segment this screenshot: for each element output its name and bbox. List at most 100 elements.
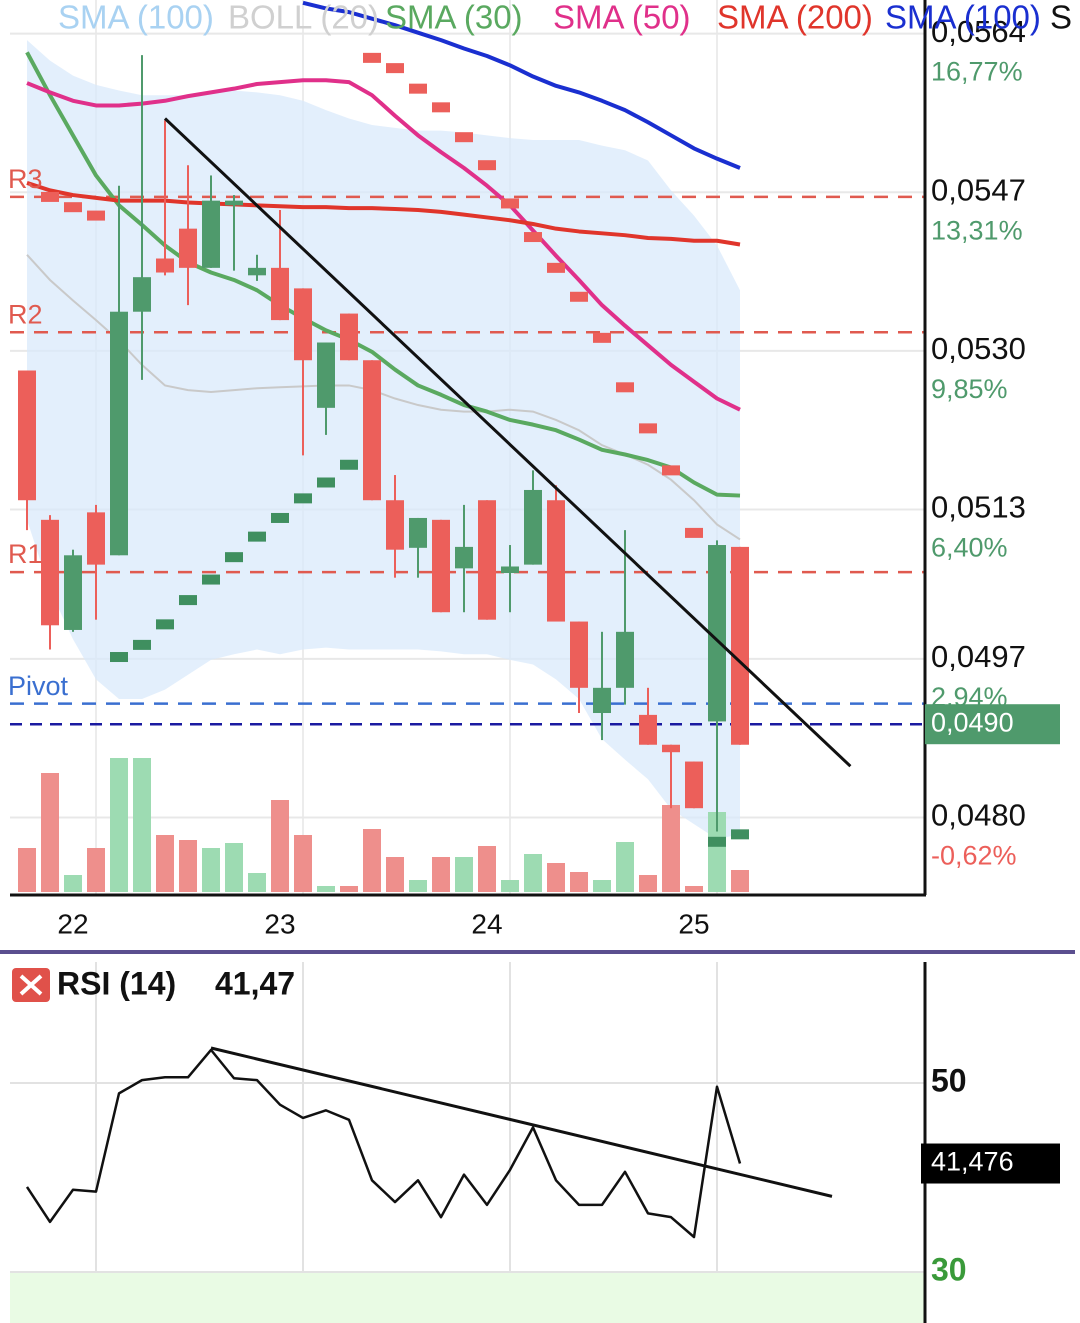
volume-bar — [547, 863, 565, 892]
pivot-label: R1 — [8, 539, 43, 569]
y-tick-label: 50 — [931, 1062, 967, 1098]
y-tick-label: 0,0564 — [931, 14, 1026, 49]
volume-bar — [455, 857, 473, 892]
sar-dot — [455, 132, 473, 143]
candle-body — [432, 519, 450, 613]
candle-body — [110, 311, 128, 556]
candle-body — [455, 546, 473, 569]
volume-bar — [639, 875, 657, 892]
y-tick-label: 30 — [931, 1251, 967, 1287]
volume-bar — [662, 805, 680, 892]
candle-body — [340, 313, 358, 361]
rsi-overlay: RSI (14) 41,47 50 30 41,476 — [12, 962, 1060, 1323]
sar-dot — [41, 191, 59, 202]
volume-bar — [409, 880, 427, 892]
y-tick-label: 0,0547 — [931, 172, 1026, 207]
volume-bar — [18, 848, 36, 892]
candle-body — [501, 566, 519, 574]
trendline — [163, 117, 852, 768]
x-tick-label: 25 — [678, 908, 709, 939]
legend-entry: SMA (100) — [58, 0, 214, 36]
indicator-line — [26, 78, 741, 412]
candle-body — [202, 200, 220, 268]
volume-bar — [386, 857, 404, 892]
volume-bar — [248, 873, 266, 892]
volume-bar — [225, 843, 243, 892]
legend-entry: SMA (50) — [553, 0, 691, 36]
sar-dot — [662, 465, 680, 476]
candle-body — [294, 288, 312, 361]
sar-dot — [87, 210, 105, 221]
sar-dot — [271, 512, 289, 523]
sar-dot — [524, 232, 542, 243]
sar-dot — [593, 332, 611, 343]
sar-dot — [202, 574, 220, 585]
volume-bar — [524, 854, 542, 892]
legend-entry: BOLL (20) — [228, 0, 379, 36]
rsi-tag-label: 41,476 — [931, 1147, 1014, 1177]
percent-label: 16,77% — [931, 57, 1023, 87]
candle-body — [662, 744, 680, 753]
indicator-line — [302, 0, 741, 170]
oversold-zone — [10, 1271, 925, 1323]
candle-body — [547, 500, 565, 622]
sar-dot — [501, 198, 519, 209]
sar-dot — [294, 493, 312, 504]
rsi-panel — [10, 962, 925, 1323]
volume-bar — [87, 848, 105, 892]
volume-bar — [432, 857, 450, 892]
rsi-tag — [921, 1143, 1060, 1184]
rsi-current: 41,47 — [215, 965, 295, 1001]
legend-entry: SMA (200) — [717, 0, 873, 36]
y-tick-label: 0,0513 — [931, 490, 1026, 525]
volume-bar — [317, 886, 335, 892]
candle-body — [593, 687, 611, 714]
sar-dot — [570, 291, 588, 302]
candle-body — [616, 631, 634, 688]
legend-entry: SMA (30) — [385, 0, 523, 36]
sar-dot — [110, 652, 128, 663]
volume-bar — [501, 880, 519, 892]
volume-bar — [202, 848, 220, 892]
y-tick-label: 0,0497 — [931, 639, 1026, 674]
sar-dot — [547, 262, 565, 273]
candle-body — [87, 512, 105, 565]
x-tick-label: 22 — [57, 908, 88, 939]
percent-label: 9,85% — [931, 374, 1008, 404]
legend-entry: S — [1050, 0, 1072, 36]
sar-dot — [409, 83, 427, 94]
sar-dot — [639, 423, 657, 434]
volume-bar — [294, 835, 312, 892]
sar-dot — [386, 63, 404, 74]
y-tick-label: 0,0480 — [931, 798, 1026, 833]
trendline — [210, 1046, 833, 1198]
volume-bar — [570, 872, 588, 892]
candle-body — [478, 500, 496, 620]
sar-dot — [64, 202, 82, 213]
pivot-label: R3 — [8, 164, 43, 194]
percent-label: 13,31% — [931, 215, 1023, 245]
sar-dot — [708, 836, 726, 847]
sar-dot — [432, 102, 450, 113]
candle-body — [708, 545, 726, 722]
candle-body — [156, 258, 174, 273]
sar-dot — [340, 459, 358, 470]
candle-body — [524, 489, 542, 565]
candle-body — [133, 277, 151, 312]
sar-dot — [731, 829, 749, 840]
pivot-label: R2 — [8, 299, 43, 329]
rsi-line — [25, 1048, 742, 1239]
volume-bar — [133, 758, 151, 892]
indicator-line — [25, 51, 741, 498]
candle-body — [64, 555, 82, 630]
sar-dot — [317, 477, 335, 488]
volume-bar — [64, 875, 82, 892]
x-tick-label: 23 — [264, 908, 295, 939]
sar-dot — [478, 160, 496, 171]
candle-body — [639, 714, 657, 745]
volume-bar — [616, 842, 634, 892]
indicator-line — [26, 181, 741, 247]
volume-bar — [156, 835, 174, 892]
volume-bar — [271, 800, 289, 892]
